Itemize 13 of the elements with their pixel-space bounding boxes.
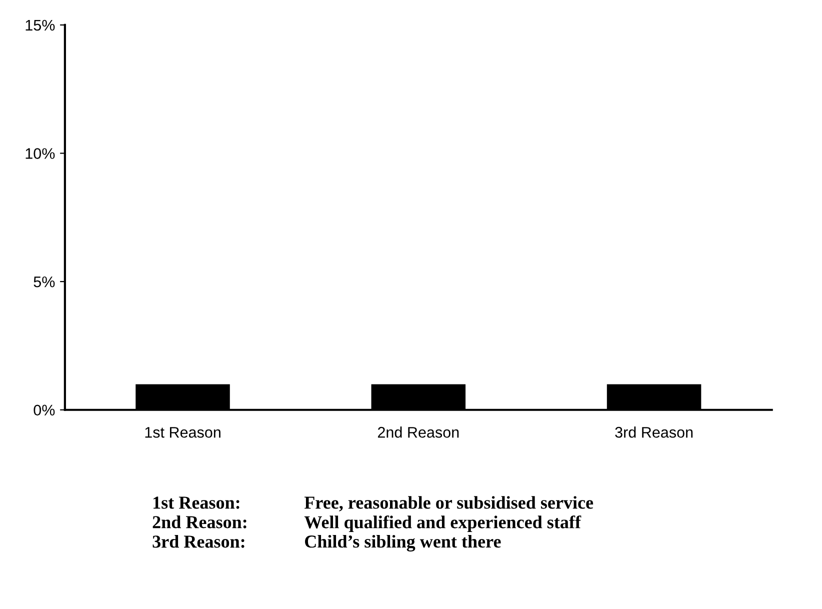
x-tick-label: 1st Reason — [145, 427, 220, 438]
text: Child’s sibling went there — [305, 534, 501, 552]
text: 1st Reason: — [154, 496, 240, 509]
text: Free, reasonable or subsidised service — [304, 496, 594, 512]
text: Well qualified and experienced staff — [304, 515, 582, 532]
text: 2nd Reason: — [152, 516, 246, 528]
x-tick-label: 3rd Reason — [615, 426, 693, 438]
y-tick-label: 5% — [34, 276, 55, 288]
text: 3rd Reason: — [152, 535, 244, 548]
x-tick-label: 2nd Reason — [378, 426, 459, 438]
y-tick-label: 15% — [26, 20, 55, 31]
y-tick-label: 10% — [26, 148, 55, 159]
y-tick-label: 0% — [34, 404, 55, 416]
